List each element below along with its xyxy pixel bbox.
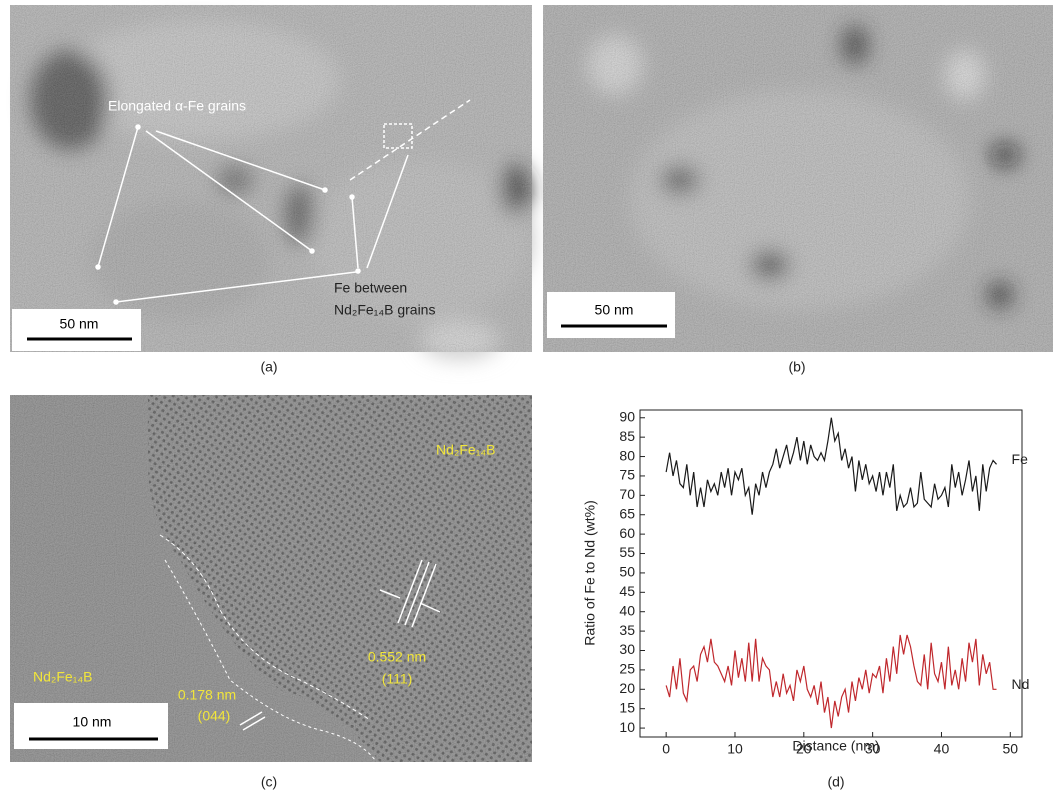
panel-a: Elongated α-Fe grains Fe between Nd₂Fe₁₄… bbox=[10, 5, 532, 375]
spacing-label: 0.552 nm bbox=[368, 649, 426, 665]
x-tick-label: 10 bbox=[727, 741, 743, 757]
annotation: Nd₂Fe₁₄B grains bbox=[334, 302, 435, 318]
y-tick-label: 15 bbox=[619, 699, 635, 715]
annotation: Fe between bbox=[334, 280, 407, 296]
scale-bar-label: 50 nm bbox=[595, 302, 634, 318]
scale-bar-label: 10 nm bbox=[73, 714, 112, 730]
y-tick-label: 80 bbox=[619, 447, 635, 463]
y-tick-label: 65 bbox=[619, 505, 635, 521]
spacing-label: 0.178 nm bbox=[178, 687, 236, 703]
plot-frame bbox=[640, 410, 1022, 737]
phase-label: Nd₂Fe₁₄B bbox=[436, 442, 495, 458]
y-tick-label: 45 bbox=[619, 583, 635, 599]
y-tick-label: 35 bbox=[619, 622, 635, 638]
annotation: Elongated α-Fe grains bbox=[108, 98, 246, 114]
y-tick-label: 75 bbox=[619, 467, 635, 483]
y-tick-label: 90 bbox=[619, 408, 635, 424]
legend-label: Nd bbox=[1012, 676, 1030, 692]
y-tick-label: 55 bbox=[619, 544, 635, 560]
y-axis-label: Ratio of Fe to Nd (wt%) bbox=[582, 500, 598, 646]
y-tick-label: 85 bbox=[619, 428, 635, 444]
y-tick-label: 60 bbox=[619, 525, 635, 541]
panel-c: Nd₂Fe₁₄B Nd₂Fe₁₄B 0.552 nm (111) 0.178 n… bbox=[10, 395, 532, 790]
y-tick-label: 25 bbox=[619, 661, 635, 677]
x-tick-label: 50 bbox=[1003, 741, 1019, 757]
data-line bbox=[666, 635, 996, 728]
x-tick-label: 30 bbox=[865, 741, 881, 757]
scale-bar-label: 50 nm bbox=[60, 316, 99, 332]
y-tick-label: 50 bbox=[619, 564, 635, 580]
y-tick-label: 70 bbox=[619, 486, 635, 502]
y-tick-label: 10 bbox=[619, 719, 635, 735]
data-line bbox=[666, 418, 996, 515]
panel-caption: (c) bbox=[261, 774, 277, 790]
panel-caption: (a) bbox=[260, 359, 277, 375]
figure: Elongated α-Fe grains Fe between Nd₂Fe₁₄… bbox=[0, 0, 1056, 794]
plane-label: (044) bbox=[198, 708, 231, 724]
legend-label: Fe bbox=[1012, 451, 1029, 467]
panel-b: 50 nm (b) bbox=[543, 5, 1053, 375]
phase-label: Nd₂Fe₁₄B bbox=[33, 669, 92, 685]
plane-label: (111) bbox=[382, 671, 413, 687]
y-tick-label: 40 bbox=[619, 602, 635, 618]
x-tick-label: 40 bbox=[934, 741, 950, 757]
panel-d: (d) Distance (nm) Ratio of Fe to Nd (wt%… bbox=[582, 408, 1030, 789]
x-tick-label: 0 bbox=[662, 741, 670, 757]
panel-caption: (b) bbox=[788, 359, 805, 375]
x-tick-label: 20 bbox=[796, 741, 812, 757]
y-tick-label: 20 bbox=[619, 680, 635, 696]
y-tick-label: 30 bbox=[619, 641, 635, 657]
panel-caption: (d) bbox=[827, 774, 844, 790]
